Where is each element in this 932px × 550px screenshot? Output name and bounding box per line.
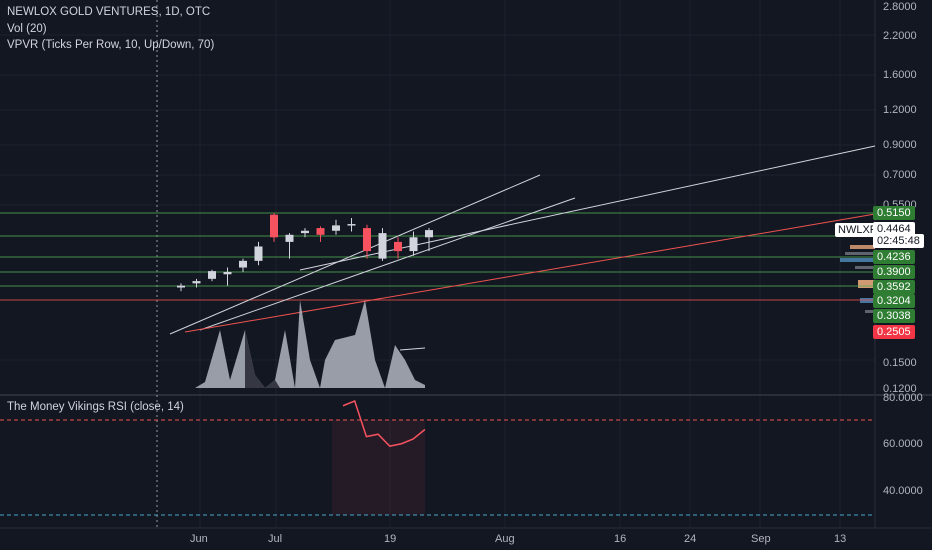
rsi-series: [342, 400, 426, 447]
price-tag-5: 0.3038: [873, 309, 915, 323]
candle: [223, 267, 232, 286]
chart-title: NEWLOX GOLD VENTURES, 1D, OTC: [7, 6, 211, 18]
candle: [285, 233, 294, 259]
candle: [332, 219, 340, 235]
candle: [208, 269, 216, 282]
price-axis-label: 1.2000: [883, 104, 917, 116]
rsi-axis-label: 40.0000: [883, 485, 923, 497]
price-axis-label: 1.6000: [883, 69, 917, 81]
price-axis-label: 0.1200: [883, 383, 917, 395]
legend-rsi[interactable]: The Money Vikings RSI (close, 14): [7, 401, 184, 413]
price-tag-4: 0.3204: [873, 294, 915, 308]
candle: [394, 237, 402, 259]
time-axis-label: 19: [384, 533, 397, 545]
price-axis-label: 0.7000: [883, 169, 917, 181]
time-axis-label: Jun: [190, 533, 208, 545]
candle: [378, 228, 387, 261]
price-axis-label: 2.2000: [883, 30, 917, 42]
legend-vpvr[interactable]: VPVR (Ticks Per Row, 10, Up/Down, 70): [7, 39, 215, 51]
rsi-axis-label: 80.0000: [883, 392, 923, 404]
candle: [270, 213, 278, 242]
price-tag-2: 0.3900: [873, 265, 915, 279]
price-tag-6: 0.2505: [873, 325, 915, 339]
price-tag-0: 0.5150: [873, 206, 915, 220]
price-axis-label: 0.1500: [883, 357, 917, 369]
candle: [254, 241, 263, 266]
price-axis-label: 2.8000: [883, 1, 917, 13]
trendline-red: [184, 213, 876, 333]
time-axis-label: Sep: [751, 533, 771, 545]
rsi-highlight: [332, 420, 425, 515]
candle: [239, 258, 247, 272]
time-axis-label: Jul: [268, 533, 283, 545]
candle: [316, 226, 325, 242]
time-axis-label: Aug: [495, 533, 515, 545]
time-axis-label: 24: [684, 533, 697, 545]
candle: [301, 228, 309, 238]
volume-area: [180, 300, 425, 388]
countdown-tag: 02:45:48: [873, 234, 924, 248]
symbol-tag: NWLXF: [835, 223, 880, 237]
candle: [177, 283, 185, 292]
candle: [192, 278, 201, 288]
time-axis-label: 13: [834, 533, 847, 545]
trendline-1: [169, 174, 541, 335]
candle: [409, 231, 418, 256]
last-price-tag: 0.4464: [873, 222, 915, 236]
price-tag-1: 0.4236: [873, 250, 915, 264]
legend-vol[interactable]: Vol (20): [7, 23, 47, 35]
candle: [425, 228, 433, 252]
rsi-axis-label: 60.0000: [883, 438, 923, 450]
trendline-2: [199, 197, 576, 331]
price-tag-3: 0.3592: [873, 280, 915, 294]
candle: [347, 218, 356, 232]
price-axis-label: 0.9000: [883, 139, 917, 151]
time-axis-label: 16: [614, 533, 627, 545]
candle: [363, 224, 371, 259]
